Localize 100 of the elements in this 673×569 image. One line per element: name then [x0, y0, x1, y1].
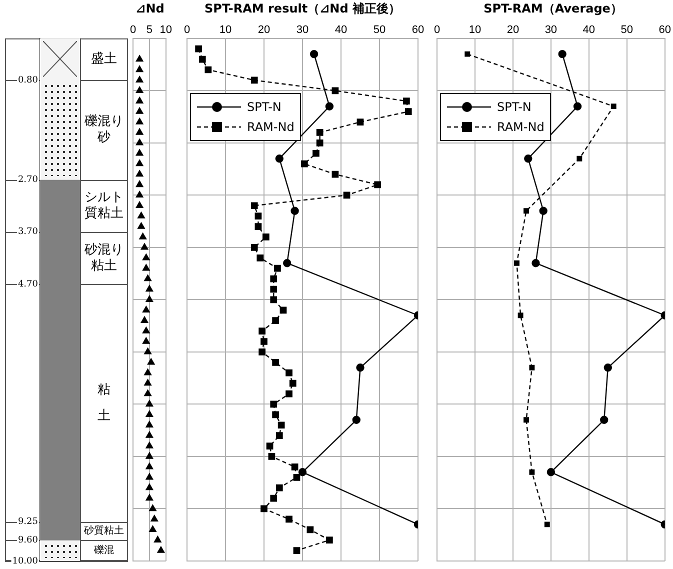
point: [268, 453, 276, 460]
point: [149, 526, 156, 532]
x-tick-label: 40: [334, 24, 348, 36]
point: [286, 390, 292, 398]
point: [136, 202, 144, 208]
x-tick-label: 0: [130, 24, 136, 36]
point: [600, 416, 608, 424]
x-tick-label: 40: [582, 24, 596, 36]
point: [300, 160, 308, 168]
point: [146, 431, 154, 438]
point: [142, 254, 150, 260]
point: [293, 474, 300, 481]
point: [326, 536, 333, 544]
x-tick-label: 0: [434, 24, 440, 36]
point: [136, 107, 144, 114]
point: [254, 212, 262, 220]
point: [290, 206, 299, 215]
point: [270, 286, 278, 293]
point: [136, 170, 144, 177]
point: [316, 139, 324, 146]
y-tick-label: 10.00: [12, 556, 38, 566]
point: [150, 515, 158, 522]
point: [136, 180, 144, 188]
point: [146, 484, 154, 490]
point: [198, 56, 206, 63]
point: [142, 306, 150, 312]
legend-label: SPT-N: [247, 100, 282, 114]
chart-title: SPT-RAM（Average）: [484, 1, 622, 16]
point: [524, 154, 532, 163]
x-tick-label: 30: [296, 24, 309, 36]
point: [291, 464, 298, 470]
point: [136, 160, 144, 166]
point: [144, 390, 152, 396]
point: [136, 149, 144, 156]
series-label: 砂混り粘土: [84, 242, 124, 274]
point: [142, 337, 150, 344]
point: [332, 87, 339, 94]
point: [404, 108, 412, 115]
point: [356, 364, 364, 372]
point: [298, 468, 307, 476]
legend-label: RAM-Nd: [247, 120, 294, 134]
point: [258, 328, 266, 334]
legend-label: SPT-N: [497, 100, 532, 114]
point: [403, 98, 410, 105]
point: [254, 223, 262, 230]
point: [146, 442, 154, 448]
point: [524, 417, 529, 423]
point: [539, 206, 548, 215]
point: [464, 51, 470, 57]
point: [272, 358, 279, 366]
point: [306, 526, 314, 534]
series-label: 砂質粘土: [83, 524, 124, 537]
x-tick-label: 60: [412, 24, 424, 36]
point: [146, 421, 154, 428]
point: [270, 275, 278, 282]
point: [250, 244, 258, 251]
point: [146, 473, 154, 480]
point: [149, 504, 156, 512]
point: [146, 296, 154, 302]
point: [544, 522, 550, 528]
point: [352, 416, 360, 424]
x-tick-label: 30: [544, 24, 558, 36]
point: [142, 326, 150, 334]
point: [276, 484, 283, 492]
point: [146, 462, 154, 470]
point: [136, 55, 144, 62]
point: [573, 102, 582, 110]
point: [250, 202, 258, 210]
point: [142, 264, 150, 271]
point: [558, 50, 566, 58]
point: [256, 254, 264, 262]
point: [136, 138, 144, 146]
point: [310, 50, 318, 58]
point: [356, 118, 364, 126]
point: [316, 129, 324, 136]
point: [136, 86, 144, 94]
chart-title: SPT-RAM result（⊿Nd 補正後）: [204, 1, 400, 16]
legend-label: 礫混: [93, 544, 114, 556]
point: [195, 45, 202, 52]
point: [283, 259, 292, 268]
point: [343, 192, 350, 199]
point: [154, 536, 162, 542]
x-tick-label: 20: [258, 24, 270, 36]
point: [144, 379, 152, 386]
y-tick-label: 4.70: [18, 279, 38, 290]
point: [144, 274, 152, 282]
point: [524, 208, 529, 214]
point: [146, 285, 154, 292]
point: [270, 494, 278, 502]
point: [139, 232, 146, 240]
x-tick-label: 10: [160, 24, 172, 36]
point: [275, 154, 284, 163]
point: [144, 348, 152, 354]
point: [325, 102, 334, 110]
x-tick-label: 0: [184, 24, 190, 36]
point: [270, 296, 278, 304]
point: [514, 260, 520, 266]
point: [250, 76, 258, 84]
point: [258, 348, 266, 356]
point: [204, 66, 212, 74]
